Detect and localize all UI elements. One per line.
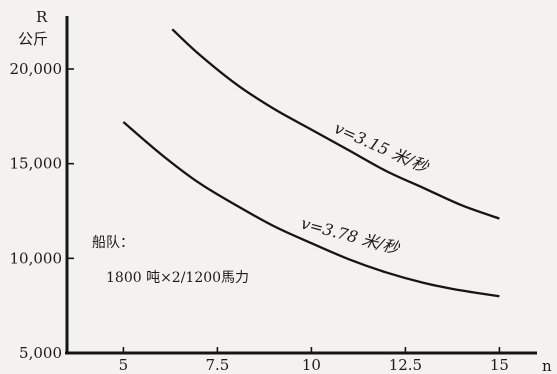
x-tick-label: 7.5 xyxy=(205,356,229,374)
fleet-annotation-title: 船队： xyxy=(92,235,134,251)
x-tick-label: 12.5 xyxy=(389,356,422,374)
curve-layer xyxy=(122,28,500,298)
y-tick-label: 15,000 xyxy=(10,155,63,173)
fleet-annotation-detail: 1800 吨×2/1200馬力 xyxy=(106,270,249,286)
series-line-1 xyxy=(171,28,500,220)
x-tick-label: 15 xyxy=(490,356,509,374)
y-tick-label: 20,000 xyxy=(10,60,63,78)
y-axis-symbol: R xyxy=(36,8,48,26)
y-tick-label: 5,000 xyxy=(19,344,62,362)
x-tick-label: 5 xyxy=(119,356,129,374)
tick-layer: 5 7.5 10 12.5 15 5,000 10,000 15,000 20,000 xyxy=(10,60,509,374)
series-line-2 xyxy=(122,121,500,298)
y-tick-label: 10,000 xyxy=(10,249,63,267)
y-axis-unit: 公斤 xyxy=(18,30,48,48)
x-axis-symbol: n xyxy=(542,357,552,374)
x-tick-label: 10 xyxy=(302,356,321,374)
